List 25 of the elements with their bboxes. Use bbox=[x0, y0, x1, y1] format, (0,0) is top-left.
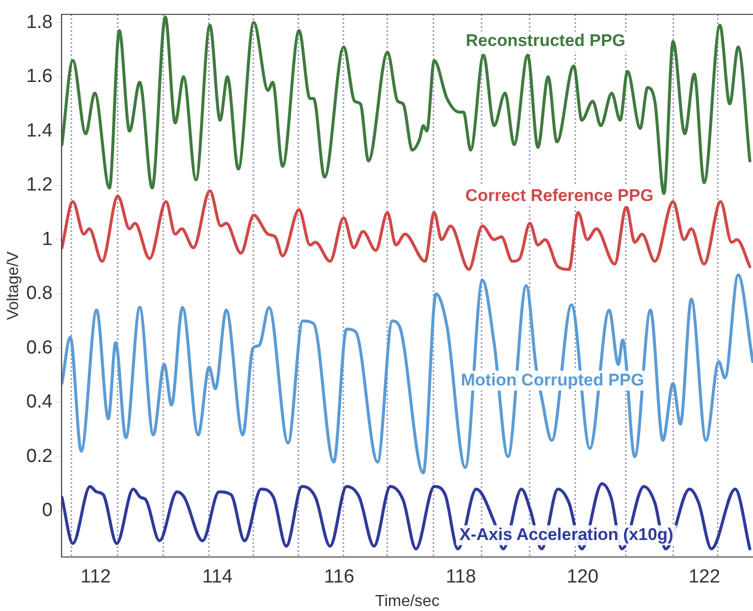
x-tick-label: 122 bbox=[688, 566, 720, 588]
y-tick-label: 1.2 bbox=[26, 174, 53, 196]
series-label: Motion Corrupted PPG bbox=[460, 370, 644, 390]
x-tick-label: 114 bbox=[202, 566, 233, 588]
series-label: Correct Reference PPG bbox=[465, 186, 654, 205]
y-axis-title: Voltage/V bbox=[5, 251, 22, 320]
y-tick-label: 0.4 bbox=[26, 392, 54, 413]
y-tick-label: 1.6 bbox=[26, 66, 53, 88]
x-tick-label: 116 bbox=[324, 566, 354, 588]
y-tick-label: 0.2 bbox=[26, 446, 53, 467]
series-label: X-Axis Acceleration (x10g) bbox=[459, 524, 674, 544]
y-tick-label: 1.4 bbox=[26, 120, 54, 142]
line-series bbox=[62, 482, 752, 550]
y-tick-label: 1.8 bbox=[26, 12, 53, 33]
y-tick-label: 0.8 bbox=[26, 283, 53, 304]
y-tick-label: 0 bbox=[42, 500, 53, 522]
x-axis-title: Time/sec bbox=[375, 592, 440, 610]
y-tick-label: 1 bbox=[42, 228, 53, 250]
x-tick-label: 120 bbox=[566, 566, 598, 588]
x-tick-label: 112 bbox=[80, 566, 111, 588]
y-tick-label: 0.6 bbox=[26, 337, 53, 358]
line-series bbox=[62, 273, 753, 474]
line-series bbox=[62, 189, 752, 271]
x-tick-label: 118 bbox=[446, 566, 476, 588]
series-label: Reconstructed PPG bbox=[466, 31, 626, 50]
